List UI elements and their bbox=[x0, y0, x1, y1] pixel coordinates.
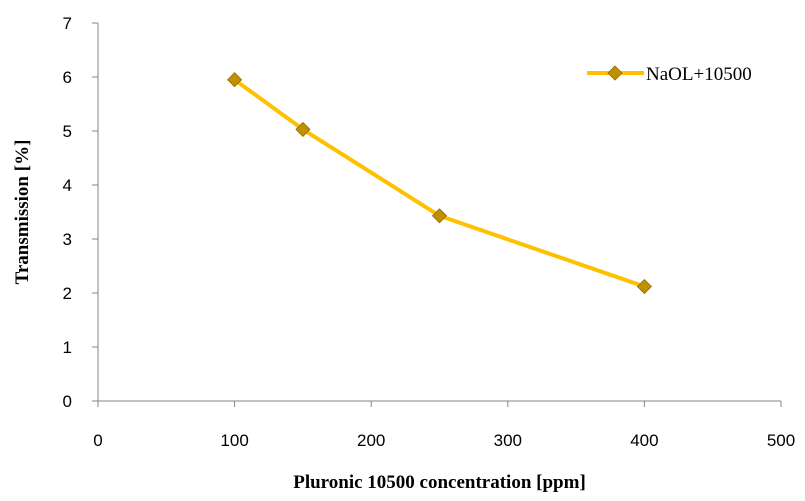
y-tick-label: 7 bbox=[63, 14, 72, 33]
data-point bbox=[636, 278, 652, 295]
x-tick-label: 400 bbox=[630, 431, 658, 450]
legend-label: NaOL+10500 bbox=[646, 64, 752, 85]
data-point bbox=[227, 72, 243, 88]
y-tick-label: 4 bbox=[63, 176, 72, 195]
y-tick-label: 2 bbox=[63, 284, 72, 303]
x-axis-title: Pluronic 10500 concentration [ppm] bbox=[293, 472, 586, 493]
data-point bbox=[295, 121, 311, 137]
y-tick-label: 6 bbox=[63, 68, 72, 87]
legend: NaOL+10500 bbox=[587, 64, 752, 85]
axes bbox=[92, 22, 782, 407]
x-tick-label: 100 bbox=[220, 431, 248, 450]
x-tick-label: 0 bbox=[93, 431, 102, 450]
x-tick-label: 200 bbox=[357, 431, 385, 450]
x-tick-label: 300 bbox=[494, 431, 522, 450]
legend-marker bbox=[607, 65, 623, 81]
y-tick-label: 3 bbox=[63, 230, 72, 249]
data-point bbox=[431, 208, 448, 224]
y-axis-title: Transmission [%] bbox=[12, 140, 33, 285]
y-tick-label: 1 bbox=[63, 338, 72, 357]
y-tick-label: 0 bbox=[63, 392, 72, 411]
tick-labels: 0 1 2 3 4 5 6 7 0 100 200 300 400 500 bbox=[63, 14, 796, 450]
x-tick-label: 500 bbox=[767, 431, 795, 450]
plot-area bbox=[227, 72, 652, 295]
y-tick-label: 5 bbox=[63, 122, 72, 141]
series-line bbox=[233, 78, 646, 289]
